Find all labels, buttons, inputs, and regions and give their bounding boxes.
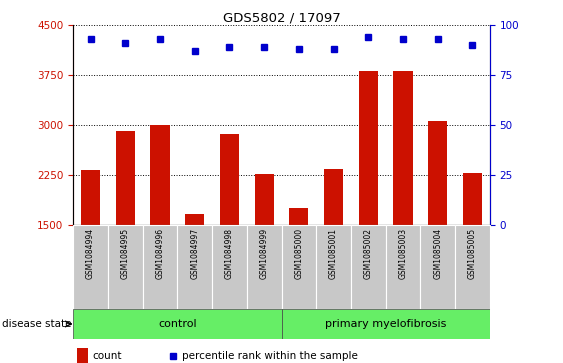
- Text: GSM1085002: GSM1085002: [364, 228, 373, 278]
- Text: GSM1085005: GSM1085005: [468, 228, 477, 279]
- Bar: [428, 121, 447, 225]
- Bar: [324, 169, 343, 225]
- Bar: [463, 173, 482, 225]
- Bar: [212, 225, 247, 309]
- Bar: [359, 71, 378, 225]
- Bar: [421, 225, 455, 309]
- Bar: [108, 225, 142, 309]
- Bar: [282, 309, 490, 339]
- Bar: [394, 71, 413, 225]
- Text: disease state: disease state: [2, 319, 72, 329]
- Text: GSM1084994: GSM1084994: [86, 228, 95, 279]
- Bar: [73, 309, 282, 339]
- Bar: [185, 215, 204, 225]
- Title: GDS5802 / 17097: GDS5802 / 17097: [222, 11, 341, 24]
- Text: percentile rank within the sample: percentile rank within the sample: [181, 351, 358, 361]
- Bar: [247, 225, 282, 309]
- Text: GSM1085004: GSM1085004: [434, 228, 442, 279]
- Text: count: count: [92, 351, 122, 361]
- Bar: [289, 208, 309, 225]
- Text: GSM1085003: GSM1085003: [399, 228, 408, 279]
- Bar: [316, 225, 351, 309]
- Bar: [177, 225, 212, 309]
- Bar: [150, 125, 169, 225]
- Bar: [455, 225, 490, 309]
- Text: GSM1084998: GSM1084998: [225, 228, 234, 278]
- Text: primary myelofibrosis: primary myelofibrosis: [325, 319, 446, 329]
- Text: GSM1084999: GSM1084999: [260, 228, 269, 279]
- Text: control: control: [158, 319, 196, 329]
- Bar: [142, 225, 177, 309]
- Bar: [386, 225, 421, 309]
- Text: GSM1085000: GSM1085000: [294, 228, 303, 279]
- Text: GSM1085001: GSM1085001: [329, 228, 338, 278]
- Bar: [116, 131, 135, 225]
- Bar: [351, 225, 386, 309]
- Bar: [254, 175, 274, 225]
- Bar: [220, 134, 239, 225]
- Bar: [77, 348, 88, 363]
- Bar: [73, 225, 108, 309]
- Text: GSM1084997: GSM1084997: [190, 228, 199, 279]
- Text: GSM1084996: GSM1084996: [155, 228, 164, 279]
- Bar: [81, 171, 100, 225]
- Text: GSM1084995: GSM1084995: [121, 228, 129, 279]
- Bar: [282, 225, 316, 309]
